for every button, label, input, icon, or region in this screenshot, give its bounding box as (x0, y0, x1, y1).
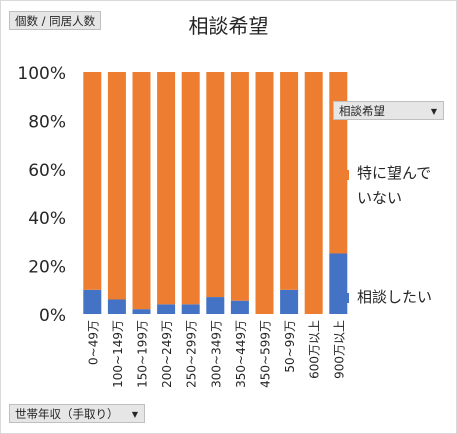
axis-field-label: 世帯年収（手取り） (15, 407, 119, 421)
bar-segment-not-wanted[interactable] (304, 72, 323, 314)
values-field-button[interactable]: 個数 / 同居人数 (9, 11, 102, 30)
bar-segment-want-consult[interactable] (230, 300, 249, 314)
x-tick-label: 50~99万 (283, 320, 297, 373)
chevron-down-icon[interactable]: ▼ (131, 410, 138, 419)
filter-field-dropdown[interactable]: 相談希望 ▼ (333, 101, 444, 120)
bar-segment-not-wanted[interactable] (157, 72, 176, 305)
bar-segment-not-wanted[interactable] (280, 72, 299, 290)
bar-segment-want-consult[interactable] (206, 297, 225, 314)
y-tick-label: 20% (28, 258, 66, 278)
bar-segment-not-wanted[interactable] (329, 72, 348, 254)
x-tick-label: 100~149万 (111, 320, 125, 388)
x-tick-label: 450~599万 (259, 320, 273, 388)
bar-segment-want-consult[interactable] (132, 309, 151, 314)
bar-segment-not-wanted[interactable] (83, 72, 102, 290)
y-tick-label: 100% (17, 64, 66, 84)
legend-label-line1: 特に望んで (357, 164, 432, 182)
bar-segment-not-wanted[interactable] (107, 72, 126, 300)
x-tick-label: 600万以上 (308, 320, 322, 379)
y-tick-label: 60% (28, 161, 66, 181)
bar-segment-want-consult[interactable] (181, 304, 200, 314)
legend-label-want-consult: 相談したい (357, 285, 432, 310)
x-tick-label: 250~299万 (185, 320, 199, 388)
bar-segment-not-wanted[interactable] (181, 72, 200, 305)
bar-segment-want-consult[interactable] (280, 289, 299, 314)
bar-segment-not-wanted[interactable] (255, 72, 274, 314)
legend-swatch-not-wanted (339, 170, 349, 180)
legend-swatch-want-consult (339, 293, 349, 303)
legend-label-line1b: 相談したい (357, 288, 433, 306)
bar-segment-not-wanted[interactable] (206, 72, 225, 298)
bar-segment-not-wanted[interactable] (132, 72, 151, 310)
bar-segment-want-consult[interactable] (329, 253, 348, 315)
filter-field-label: 相談希望 (339, 104, 385, 118)
x-tick-label: 0~49万 (86, 320, 100, 365)
bar-segment-want-consult[interactable] (157, 304, 176, 314)
chart-title: 相談希望 (188, 14, 269, 38)
x-tick-label: 200~249万 (160, 320, 174, 388)
bar-segment-not-wanted[interactable] (230, 72, 249, 301)
axis-field-dropdown[interactable]: 世帯年収（手取り） ▼ (9, 404, 145, 423)
x-tick-label: 900万以上 (332, 320, 346, 379)
x-tick-label: 300~349万 (209, 320, 223, 388)
bar-segment-want-consult[interactable] (83, 289, 102, 314)
x-tick-label: 150~199万 (136, 320, 150, 388)
chevron-down-icon[interactable]: ▼ (430, 107, 437, 116)
bar-segment-want-consult[interactable] (107, 299, 126, 314)
legend-label-line2: いない (357, 189, 403, 207)
y-tick-label: 40% (28, 209, 66, 229)
legend-label-not-wanted: 特に望んで いない (357, 161, 431, 211)
y-tick-label: 80% (28, 112, 66, 132)
y-tick-label: 0% (39, 306, 66, 326)
x-tick-label: 350~449万 (234, 320, 248, 388)
